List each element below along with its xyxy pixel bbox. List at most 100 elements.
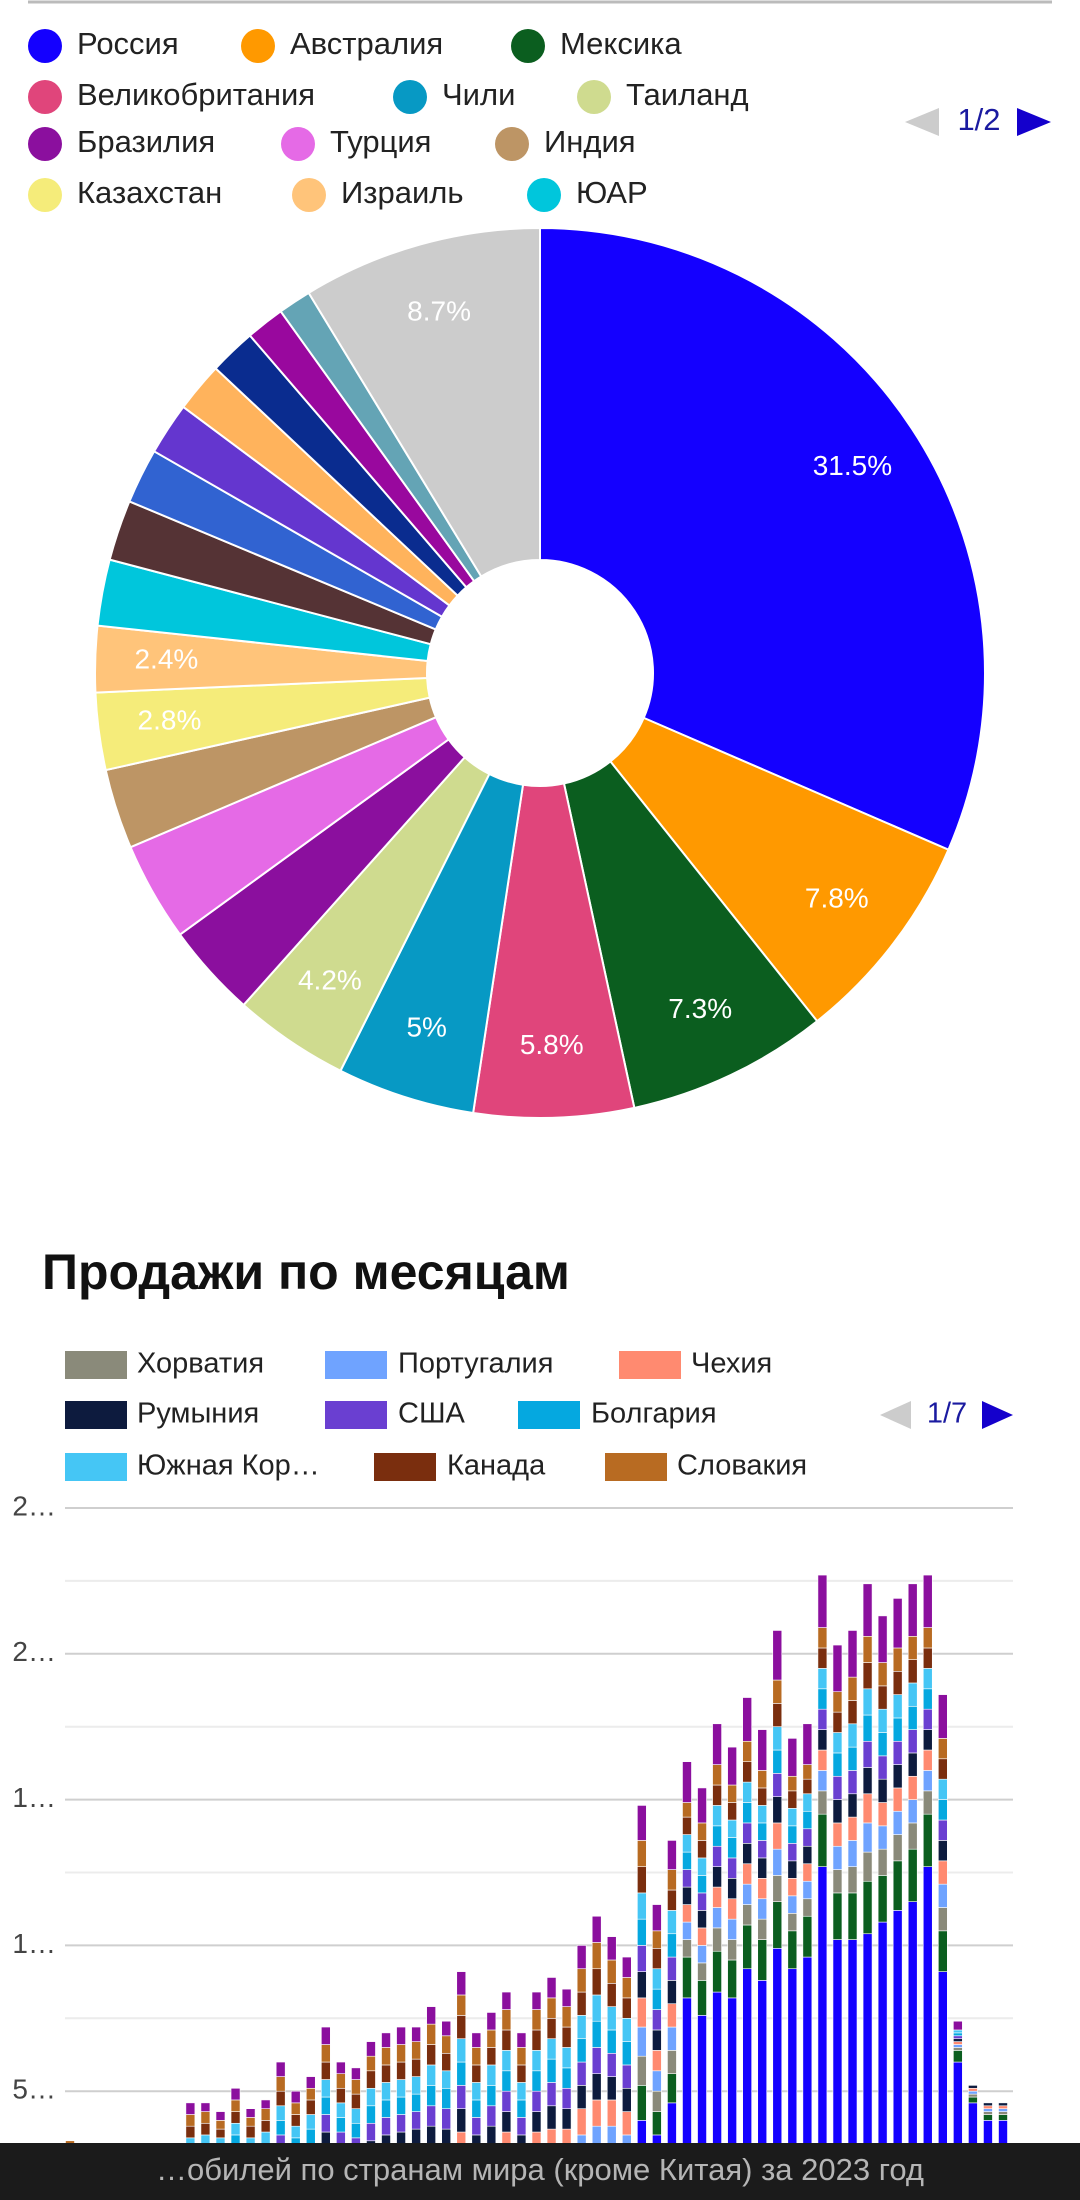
bar-segment	[290, 2090, 301, 2104]
bar-segment	[366, 2122, 376, 2142]
y-tick-label: 5…	[12, 2074, 56, 2105]
bar-segment	[441, 2070, 452, 2089]
legend-swatch	[28, 29, 62, 63]
legend-swatch	[281, 127, 315, 161]
pie-slice	[608, 716, 950, 1023]
bar-segment	[922, 1749, 933, 1771]
bar-segment	[667, 1889, 677, 1911]
bar-segment	[953, 2050, 963, 2063]
bar-segment	[862, 1793, 873, 1824]
bar-segment	[652, 1904, 662, 1932]
bar-segment	[953, 2029, 963, 2034]
bar-segment	[938, 1778, 948, 1800]
bar-segment	[351, 2108, 361, 2124]
bar-segment	[336, 2073, 346, 2089]
legend-swatch	[577, 80, 611, 114]
bar-segment	[591, 1915, 602, 1943]
bar-segment	[531, 2029, 542, 2051]
legend-label: Таиланд	[626, 77, 749, 112]
legend-label: Казахстан	[77, 175, 222, 210]
bar-segment	[727, 1918, 737, 1940]
bar-segment	[772, 1630, 783, 1681]
bar-segment	[968, 2096, 978, 2104]
bar-segment	[802, 1880, 813, 1900]
bar-segment	[471, 2032, 482, 2048]
legend-next[interactable]	[982, 1401, 1013, 1429]
bar-segment	[621, 1997, 632, 2019]
bar-segment	[953, 2047, 963, 2051]
bar-segment	[877, 1732, 888, 1757]
bar-segment	[862, 1767, 873, 1795]
bar-segment	[712, 1845, 722, 1867]
bar-segment	[712, 1723, 722, 1765]
bar-segment	[561, 2108, 572, 2130]
bar-segment	[471, 2082, 482, 2101]
bar-segment	[772, 1796, 783, 1824]
bar-segment	[938, 1799, 948, 1821]
bar-segment	[185, 2114, 196, 2127]
bar-segment	[983, 2102, 993, 2107]
bar-segment	[230, 2122, 241, 2136]
bar-segment	[938, 1738, 948, 1760]
bar-segment	[456, 2015, 467, 2040]
bar-segment	[787, 1930, 798, 1970]
bar-segment	[727, 1898, 737, 1920]
bar-segment	[922, 1688, 933, 1710]
bar-segment	[682, 1834, 692, 1853]
bar-segment	[366, 2055, 376, 2072]
bar-segment	[682, 1904, 692, 1923]
legend-swatch	[374, 1453, 436, 1481]
bar-segment	[621, 2018, 632, 2042]
bar-segment	[637, 1866, 647, 1894]
bar-segment	[742, 1883, 752, 1905]
bar-segment	[501, 2009, 512, 2031]
y-tick-label: 1…	[12, 1782, 56, 1813]
slice-label: 4.2%	[298, 965, 362, 996]
legend-swatch	[511, 29, 545, 63]
bar-segment	[847, 1723, 858, 1748]
bar-segment	[832, 1845, 843, 1870]
bar-segment	[621, 1956, 632, 1978]
bar-segment	[802, 1810, 813, 1830]
bar-segment	[667, 1840, 677, 1870]
legend-prev[interactable]	[905, 108, 939, 136]
bar-segment	[682, 1869, 692, 1888]
bar-segment	[486, 2085, 497, 2107]
bar-segment	[516, 2082, 527, 2101]
bar-segment	[712, 1907, 722, 1929]
bar-segment	[652, 1930, 662, 1949]
bar-segment	[667, 1956, 677, 1981]
bar-segment	[652, 2070, 662, 2092]
bar-segment	[772, 1726, 783, 1751]
slice-label: 5%	[406, 1012, 446, 1043]
bar-segment	[591, 2047, 602, 2075]
bar-segment	[185, 2102, 196, 2115]
bar-segment	[697, 1910, 707, 1929]
legend-prev[interactable]	[880, 1401, 911, 1429]
bar-segment	[862, 1583, 873, 1637]
legend-next[interactable]	[1017, 108, 1051, 136]
bar-segment	[847, 1892, 858, 1940]
bar-segment	[561, 2067, 572, 2089]
bar-segment	[757, 1729, 768, 1771]
bar-segment	[516, 2117, 527, 2136]
bar-segment	[305, 2076, 316, 2089]
bar-segment	[637, 1997, 647, 2028]
bar-segment	[275, 2061, 286, 2077]
y-tick-label: 1…	[12, 1928, 56, 1959]
bar-segment	[922, 1729, 933, 1751]
bar-segment	[426, 2023, 436, 2045]
bar-segment	[907, 1752, 918, 1777]
bar-segment	[787, 1843, 798, 1862]
bar-segment	[321, 2026, 331, 2045]
bar-segment	[667, 1869, 677, 1891]
bar-segment	[531, 2070, 542, 2092]
bar-segment	[456, 2108, 467, 2133]
bar-segment	[757, 1840, 768, 1859]
bar-segment	[832, 1822, 843, 1847]
bar-segment	[712, 1927, 722, 1952]
bar-segment	[817, 1770, 828, 1792]
bar-segment	[938, 1930, 948, 1972]
bar-segment	[606, 2052, 617, 2077]
bar-segment	[847, 1793, 858, 1818]
